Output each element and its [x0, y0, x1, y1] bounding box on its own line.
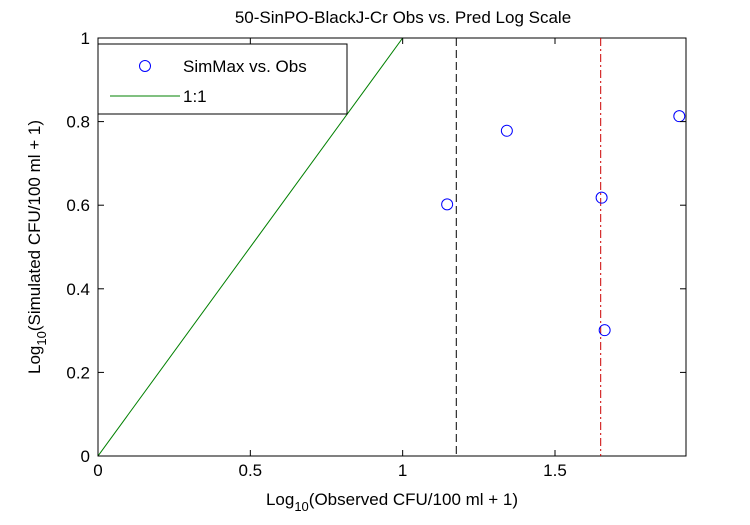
- x-tick-label: 1.5: [543, 461, 567, 480]
- y-axis-label-subscript: 10: [34, 331, 49, 345]
- scatter-points: [441, 110, 686, 337]
- legend-box: [97, 43, 348, 115]
- scatter-point: [595, 191, 608, 204]
- x-axis-label-prefix: Log: [266, 490, 294, 509]
- vertical-reference-lines: [455, 38, 602, 456]
- scatter-point: [673, 110, 686, 123]
- y-axis-ticks: 0 0.2 0.4 0.6 0.8 1: [66, 29, 686, 466]
- scatter-point: [500, 124, 513, 137]
- x-tick-label: 1: [398, 461, 407, 480]
- y-tick-label: 1: [81, 29, 90, 48]
- y-tick-label: 0.4: [66, 280, 90, 299]
- y-tick-label: 0.6: [66, 196, 90, 215]
- x-axis-label-subscript: 10: [294, 499, 308, 514]
- chart-title: 50-SinPO-BlackJ-Cr Obs vs. Pred Log Scal…: [235, 8, 571, 27]
- legend: SimMax vs. Obs 1:1: [97, 43, 348, 115]
- series-lines: [98, 38, 404, 456]
- y-axis-label-suffix: (Simulated CFU/100 ml + 1): [25, 120, 44, 331]
- line-1to1: [98, 38, 404, 456]
- y-tick-label: 0.8: [66, 113, 90, 132]
- x-tick-label: 0: [93, 461, 102, 480]
- y-axis-label: Log10(Simulated CFU/100 ml + 1): [25, 120, 49, 374]
- y-tick-label: 0: [81, 447, 90, 466]
- y-tick-label: 0.2: [66, 363, 90, 382]
- scatter-point: [441, 198, 454, 211]
- legend-label-simmax: SimMax vs. Obs: [183, 57, 307, 76]
- scatter-point: [598, 324, 611, 337]
- x-tick-label: 0.5: [239, 461, 263, 480]
- x-axis-ticks: 0 0.5 1 1.5: [93, 38, 567, 480]
- y-axis-label-prefix: Log: [25, 346, 44, 374]
- legend-marker-circle: [139, 60, 151, 72]
- legend-label-1to1: 1:1: [183, 87, 207, 106]
- x-axis-label-suffix: (Observed CFU/100 ml + 1): [309, 490, 518, 509]
- x-axis-label: Log10(Observed CFU/100 ml + 1): [266, 490, 518, 514]
